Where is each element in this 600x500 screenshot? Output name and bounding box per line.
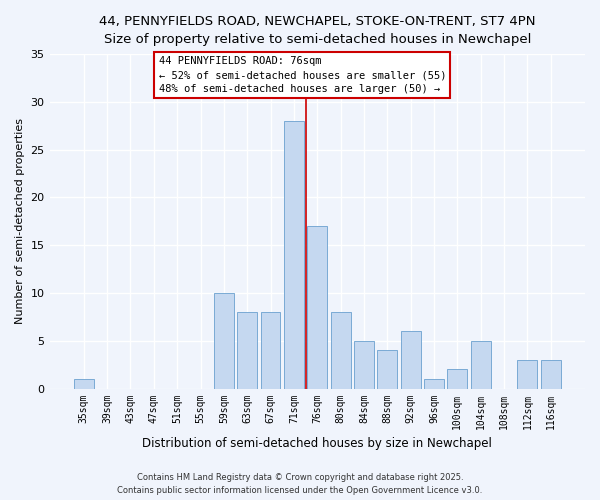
Bar — [354, 341, 374, 388]
Bar — [424, 379, 444, 388]
Bar — [214, 293, 234, 388]
Bar — [448, 370, 467, 388]
Bar — [471, 341, 491, 388]
Bar — [377, 350, 397, 389]
Bar — [260, 312, 280, 388]
Bar — [401, 331, 421, 388]
Text: 44 PENNYFIELDS ROAD: 76sqm
← 52% of semi-detached houses are smaller (55)
48% of: 44 PENNYFIELDS ROAD: 76sqm ← 52% of semi… — [158, 56, 446, 94]
Bar — [238, 312, 257, 388]
Text: Contains HM Land Registry data © Crown copyright and database right 2025.
Contai: Contains HM Land Registry data © Crown c… — [118, 474, 482, 495]
X-axis label: Distribution of semi-detached houses by size in Newchapel: Distribution of semi-detached houses by … — [142, 437, 492, 450]
Bar — [541, 360, 560, 388]
Bar — [517, 360, 538, 388]
Y-axis label: Number of semi-detached properties: Number of semi-detached properties — [15, 118, 25, 324]
Bar — [284, 121, 304, 388]
Title: 44, PENNYFIELDS ROAD, NEWCHAPEL, STOKE-ON-TRENT, ST7 4PN
Size of property relati: 44, PENNYFIELDS ROAD, NEWCHAPEL, STOKE-O… — [99, 15, 536, 46]
Bar — [307, 226, 327, 388]
Bar — [331, 312, 350, 388]
Bar — [74, 379, 94, 388]
